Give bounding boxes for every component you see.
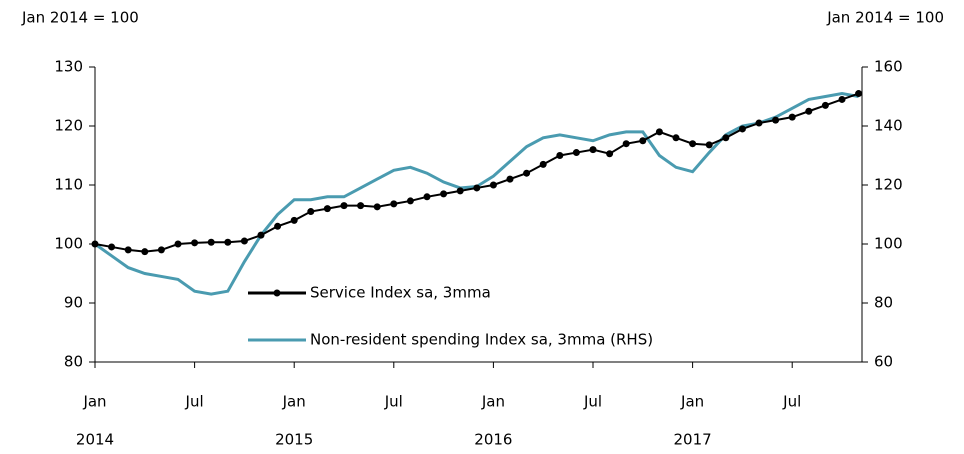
- series-marker: [207, 238, 215, 246]
- x-tick-label: Jul: [384, 393, 403, 411]
- series-marker: [323, 205, 331, 213]
- series-marker: [788, 113, 796, 121]
- series-marker: [456, 187, 464, 195]
- series-marker: [772, 116, 780, 124]
- y2-tick-label: 100: [874, 235, 903, 253]
- series-marker: [639, 137, 647, 145]
- series-marker: [274, 222, 282, 230]
- series-marker: [489, 181, 497, 189]
- series-marker: [755, 119, 763, 127]
- y2-tick-label: 80: [874, 294, 893, 312]
- x-year-label: 2017: [674, 431, 712, 449]
- x-tick-label: Jul: [185, 393, 204, 411]
- x-tick-label: Jul: [583, 393, 602, 411]
- series-line: [94, 92, 859, 253]
- series-marker: [390, 200, 398, 208]
- x-year-label: 2015: [275, 431, 313, 449]
- series-marker: [124, 246, 132, 254]
- series-marker: [240, 237, 248, 245]
- series-marker: [855, 90, 863, 98]
- series-marker: [174, 240, 182, 248]
- legend-label: Non-resident spending Index sa, 3mma (RH…: [310, 331, 653, 349]
- series-marker: [257, 231, 265, 239]
- y-tick-label: 110: [54, 176, 83, 194]
- y2-unit-label: Jan 2014 = 100: [826, 9, 944, 27]
- series-marker: [157, 246, 165, 254]
- series-marker: [506, 175, 514, 183]
- series-marker: [589, 146, 597, 154]
- x-tick-label: Jan: [282, 393, 306, 411]
- y2-tick-label: 120: [874, 176, 903, 194]
- x-year-label: 2014: [76, 431, 114, 449]
- series-marker: [556, 152, 564, 159]
- series-marker: [290, 216, 298, 224]
- series-marker: [838, 95, 846, 103]
- series-marker: [738, 125, 746, 133]
- series-marker: [689, 140, 697, 148]
- y-tick-label: 120: [54, 117, 83, 135]
- series-marker: [357, 202, 365, 210]
- series-marker: [473, 184, 481, 192]
- series-marker: [108, 243, 116, 251]
- series-marker: [224, 238, 232, 246]
- series-marker: [340, 202, 348, 210]
- series-marker: [722, 134, 730, 142]
- series-marker: [141, 248, 149, 256]
- series-marker: [606, 150, 614, 158]
- series-marker: [406, 197, 414, 205]
- series-marker: [440, 190, 448, 198]
- series-marker: [672, 134, 680, 142]
- y-tick-label: 100: [54, 235, 83, 253]
- series-marker: [705, 141, 713, 149]
- series-line: [94, 92, 859, 296]
- y2-tick-label: 140: [874, 117, 903, 135]
- series-marker: [572, 149, 580, 157]
- x-year-label: 2016: [474, 431, 512, 449]
- series-marker: [805, 107, 813, 115]
- x-tick-label: Jan: [82, 393, 106, 411]
- x-tick-label: Jul: [782, 393, 801, 411]
- series-marker: [423, 193, 431, 201]
- series-marker: [307, 208, 315, 216]
- series-marker: [523, 169, 531, 177]
- y-tick-label: 90: [64, 294, 83, 312]
- y2-tick-label: 60: [874, 353, 893, 371]
- series-marker: [821, 101, 829, 109]
- y-tick-label: 130: [54, 58, 83, 76]
- series-marker: [373, 203, 381, 211]
- series-marker: [539, 160, 547, 168]
- y-tick-label: 80: [64, 353, 83, 371]
- y-unit-label: Jan 2014 = 100: [21, 9, 139, 27]
- series-marker: [655, 128, 663, 136]
- x-tick-label: Jan: [481, 393, 505, 411]
- series-marker: [622, 140, 630, 148]
- legend-label: Service Index sa, 3mma: [310, 284, 491, 302]
- series-marker: [191, 239, 199, 247]
- x-tick-label: Jan: [680, 393, 704, 411]
- legend-marker: [273, 289, 281, 297]
- series-marker: [91, 240, 99, 248]
- y2-tick-label: 160: [874, 58, 903, 76]
